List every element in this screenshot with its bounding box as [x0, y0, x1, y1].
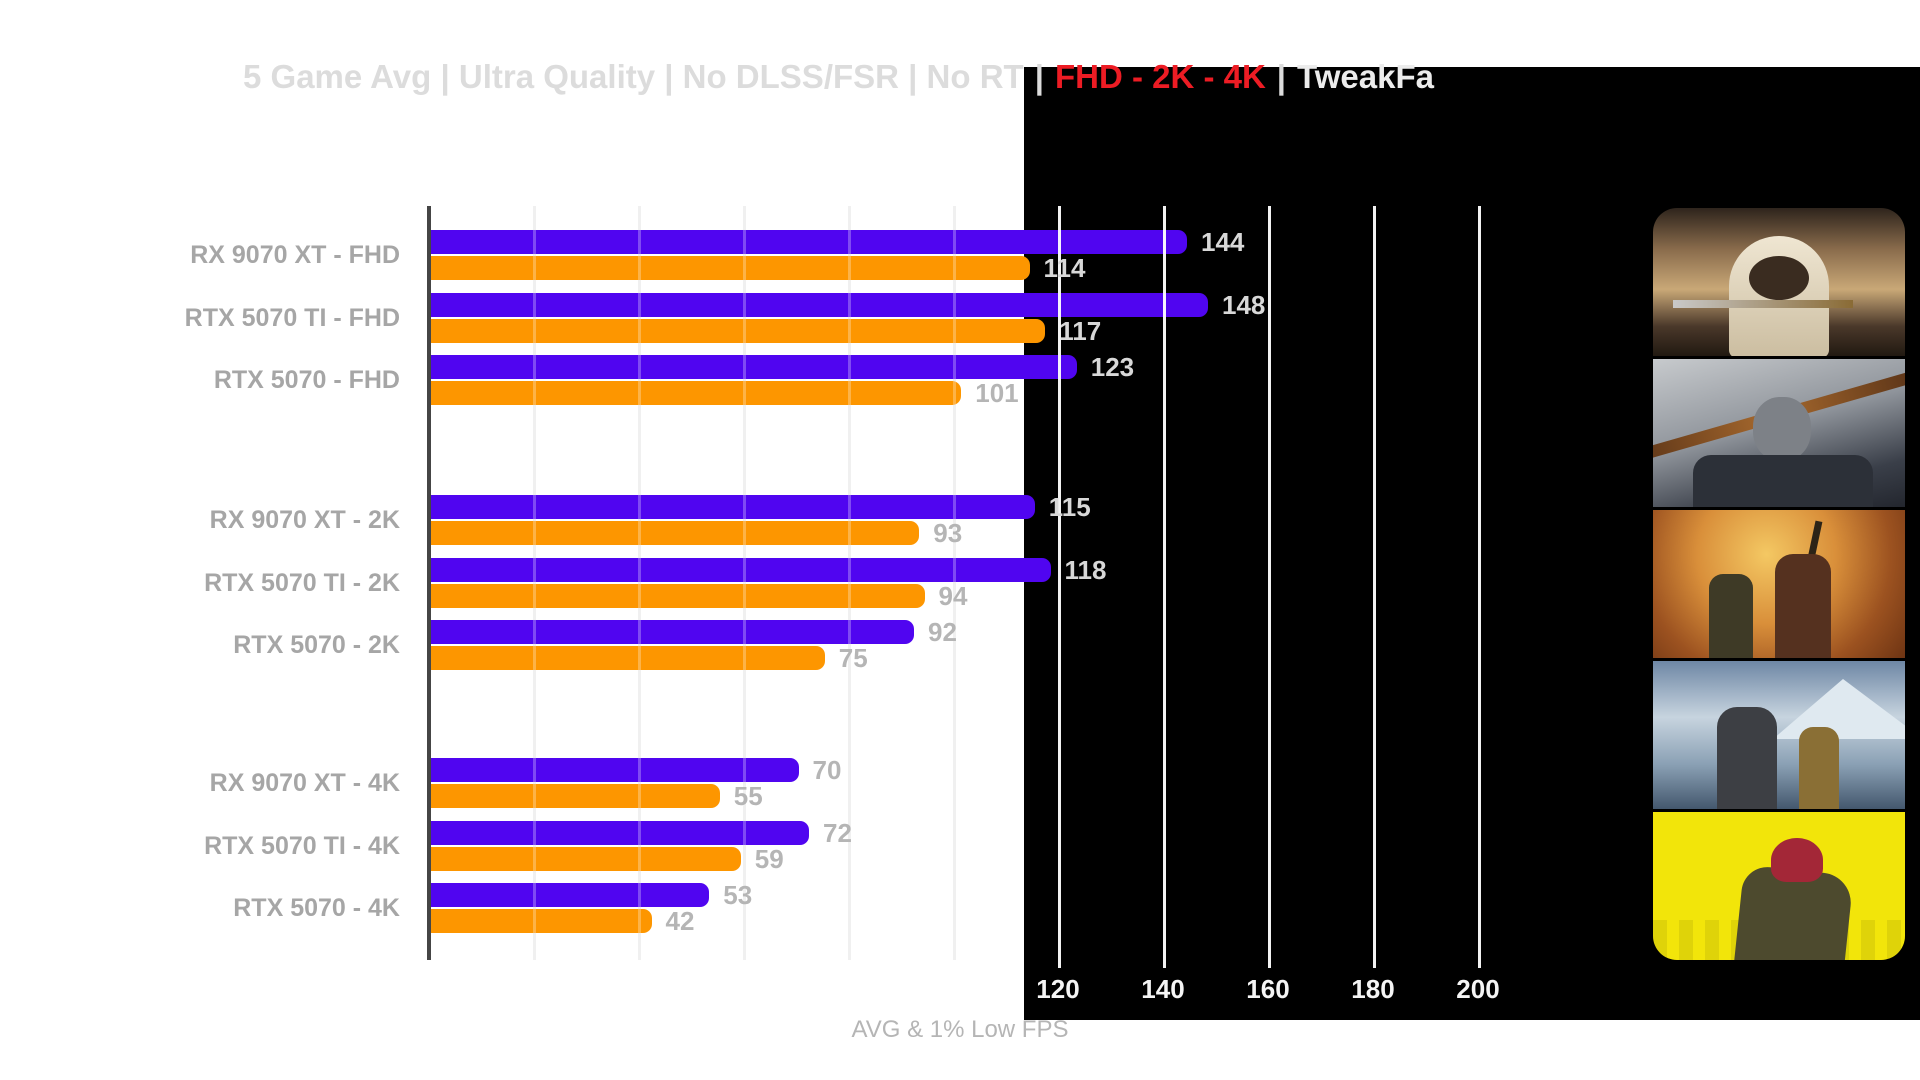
gridline-minor-overlay	[848, 206, 851, 960]
avg-value-label: 144	[1201, 227, 1245, 257]
chart-title: 5 Game Avg | Ultra Quality | No DLSS/FSR…	[243, 58, 1434, 96]
the-last-of-us-art	[1653, 510, 1905, 658]
avg-fps-bar	[431, 292, 1208, 317]
low-fps-bar	[431, 583, 925, 608]
avg-value-label: 118	[1064, 554, 1107, 585]
game-art-panel	[1653, 208, 1905, 960]
avg-fps-bar	[431, 758, 799, 782]
avg-fps-bar	[431, 355, 1077, 379]
cyberpunk-yellow-art	[1653, 812, 1905, 960]
low-value-label: 94	[938, 580, 968, 611]
low-value-label: 117	[1059, 315, 1102, 346]
avg-value-label: 148	[1222, 289, 1266, 320]
gridline-minor-overlay	[743, 206, 746, 960]
gridline-minor-overlay	[533, 206, 536, 960]
gridline-major	[1058, 206, 1061, 968]
low-fps-bar	[431, 256, 1030, 280]
category-label: RTX 5070 TI - FHD	[184, 303, 400, 332]
assassins-creed-mirage-art	[1653, 208, 1905, 356]
x-axis-caption: AVG & 1% Low FPS	[851, 1016, 1069, 1043]
category-label: RTX 5070 - 4K	[233, 894, 400, 922]
gridline-minor-overlay	[638, 206, 641, 960]
x-tick-label: 140	[1141, 974, 1185, 1004]
avg-value-label: 123	[1090, 352, 1135, 382]
low-value-label: 55	[733, 781, 763, 811]
title-separator: |	[1276, 58, 1287, 95]
low-value-label: 75	[838, 643, 868, 673]
low-value-label: 93	[933, 518, 963, 548]
gridline-minor	[638, 206, 641, 960]
category-label: RTX 5070 - 2K	[233, 631, 400, 659]
avg-value-label: 70	[812, 755, 842, 785]
gridline-minor	[848, 206, 851, 960]
title-settings: 5 Game Avg | Ultra Quality | No DLSS/FSR…	[243, 58, 1024, 95]
low-value-label: 101	[975, 378, 1019, 408]
category-label: RX 9070 XT - FHD	[190, 241, 400, 269]
low-fps-bar	[431, 846, 741, 871]
category-label: RX 9070 XT - 4K	[209, 769, 400, 797]
gridline-minor	[533, 206, 536, 960]
gridline-minor	[743, 206, 746, 960]
avg-fps-bar	[431, 557, 1051, 582]
title-resolutions: FHD - 2K - 4K	[1054, 58, 1266, 95]
title-separator: |	[1034, 58, 1044, 95]
low-fps-bar	[431, 318, 1046, 343]
x-tick-label: 120	[1036, 974, 1080, 1004]
x-tick-label: 180	[1351, 974, 1395, 1004]
low-fps-bar	[431, 909, 652, 933]
gridline-major	[1478, 206, 1481, 968]
avg-fps-bar	[431, 620, 914, 644]
category-label: RTX 5070 TI - 2K	[204, 568, 400, 597]
x-tick-label: 200	[1456, 974, 1500, 1004]
low-value-label: 59	[754, 843, 784, 874]
low-value-label: 42	[665, 906, 695, 936]
black-myth-wukong-art	[1653, 359, 1905, 507]
category-label: RTX 5070 TI - 4K	[204, 831, 400, 860]
avg-fps-bar	[431, 495, 1035, 519]
gridline-major	[1163, 206, 1166, 968]
gridline-major	[1373, 206, 1376, 968]
low-fps-bar	[431, 784, 720, 808]
gridline-major	[1268, 206, 1271, 968]
avg-value-label: 92	[928, 617, 957, 647]
low-value-label: 114	[1043, 253, 1086, 283]
category-label: RX 9070 XT - 2K	[209, 506, 400, 534]
x-tick-label: 160	[1246, 974, 1290, 1004]
low-fps-bar	[431, 521, 920, 545]
avg-value-label: 115	[1048, 492, 1091, 522]
avg-fps-bar	[431, 230, 1187, 254]
y-axis-line	[427, 206, 431, 960]
avg-value-label: 53	[723, 880, 753, 910]
low-fps-bar	[431, 646, 825, 670]
avg-value-label: 72	[823, 817, 852, 848]
gridline-minor	[953, 206, 956, 960]
avg-fps-bar	[431, 820, 809, 845]
category-label: RTX 5070 - FHD	[213, 366, 400, 394]
gridline-minor-overlay	[953, 206, 956, 960]
title-brand: TweakFa	[1297, 58, 1434, 95]
avg-fps-bar	[431, 883, 710, 907]
god-of-war-ragnarok-art	[1653, 661, 1905, 809]
low-fps-bar	[431, 381, 962, 405]
